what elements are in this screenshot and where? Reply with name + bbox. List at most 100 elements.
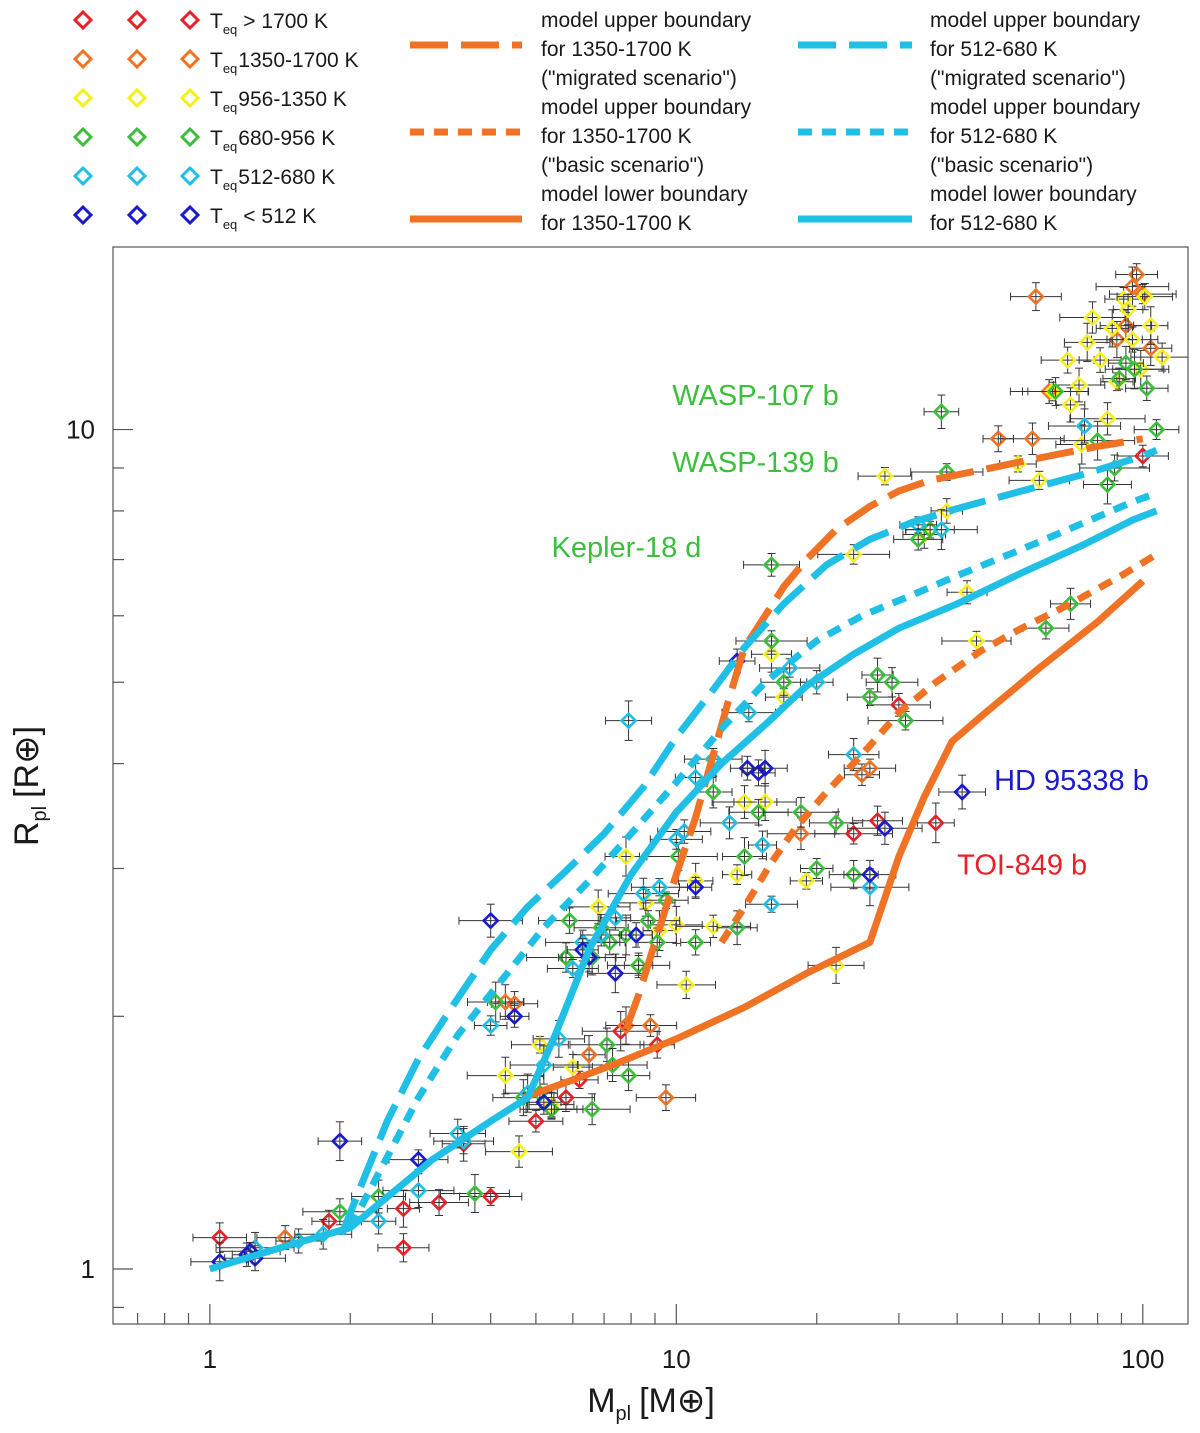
data-point-blue bbox=[619, 922, 653, 948]
marker-diamond bbox=[876, 819, 894, 838]
marker-diamond bbox=[728, 865, 746, 884]
data-point-red bbox=[1116, 444, 1169, 468]
legend-label: Teq512-680 K bbox=[210, 166, 335, 193]
marker-diamond bbox=[606, 964, 625, 983]
marker-diamond bbox=[749, 764, 768, 782]
marker-diamond bbox=[762, 632, 781, 650]
legend-entry-model: model upper boundary for 1350-1700 K ("mig… bbox=[410, 9, 752, 90]
series-line bbox=[208, 507, 1158, 1273]
marker-diamond bbox=[557, 948, 575, 967]
data-point-blue bbox=[843, 859, 897, 890]
x-tick-label: 100 bbox=[1121, 1344, 1164, 1374]
legend-temperature-classes: Teq > 1700 K Teq1350-1700 K Teq956-1350 K Te… bbox=[72, 9, 359, 232]
data-point-orange bbox=[982, 425, 1015, 453]
data-point-yellow bbox=[1055, 387, 1086, 423]
marker-diamond bbox=[409, 1181, 428, 1200]
marker-diamond bbox=[762, 895, 781, 914]
data-point-yellow bbox=[485, 1135, 553, 1168]
legend-entry-temperature: Teq512-680 K bbox=[72, 165, 335, 193]
marker-diamond bbox=[657, 1088, 675, 1107]
legend-model-lines: model upper boundary for 1350-1700 K ("mig… bbox=[410, 9, 1141, 235]
y-axis-label: Rpl[R⊕] bbox=[8, 726, 51, 846]
marker-diamond bbox=[629, 956, 648, 975]
marker-diamond bbox=[583, 1100, 601, 1119]
marker-diamond bbox=[797, 872, 816, 890]
legend-marker bbox=[179, 204, 201, 226]
y-tick-label: 1 bbox=[81, 1254, 95, 1284]
y-tick-label: 10 bbox=[66, 415, 95, 445]
data-point-green bbox=[1021, 377, 1090, 406]
marker-diamond bbox=[762, 645, 781, 664]
data-point-red bbox=[852, 805, 903, 836]
legend-entry-temperature: Teq > 1700 K bbox=[72, 9, 328, 37]
data-point-blue bbox=[499, 1004, 530, 1028]
data-point-blue bbox=[679, 876, 713, 898]
data-point-cyan bbox=[605, 700, 653, 741]
marker-diamond bbox=[1135, 287, 1154, 306]
marker-diamond bbox=[617, 847, 635, 866]
legend-marker bbox=[72, 87, 94, 109]
marker-diamond bbox=[563, 959, 582, 978]
data-point-red bbox=[459, 1187, 523, 1206]
marker-diamond bbox=[580, 1045, 598, 1064]
marker-diamond bbox=[827, 814, 845, 832]
marker-diamond bbox=[481, 1016, 500, 1035]
marker-diamond bbox=[430, 1193, 448, 1212]
data-point-cyan bbox=[546, 959, 599, 979]
marker-diamond bbox=[704, 783, 723, 801]
legend-entry-model: model lower boundary for 512-680 K bbox=[798, 183, 1137, 235]
marker-diamond bbox=[756, 759, 774, 778]
marker-diamond bbox=[1058, 351, 1077, 369]
marker-diamond bbox=[1091, 351, 1109, 369]
legend-label: ("migrated scenario") bbox=[930, 67, 1126, 90]
legend-label: Teq > 1700 K bbox=[210, 10, 328, 37]
marker-diamond bbox=[861, 878, 879, 897]
marker-diamond bbox=[535, 1093, 553, 1112]
legend-label: model upper boundary bbox=[541, 9, 752, 32]
legend-marker bbox=[126, 204, 148, 226]
marker-diamond bbox=[686, 768, 705, 787]
legend-marker bbox=[126, 165, 148, 187]
marker-diamond bbox=[598, 1035, 616, 1054]
marker-diamond bbox=[861, 865, 879, 884]
legend-marker bbox=[72, 165, 94, 187]
marker-diamond bbox=[560, 911, 579, 930]
marker-diamond bbox=[1083, 308, 1102, 327]
data-point-green bbox=[1104, 349, 1165, 390]
marker-diamond bbox=[589, 898, 608, 916]
legend-label: for 512-680 K bbox=[930, 125, 1057, 148]
marker-diamond bbox=[1030, 471, 1049, 490]
data-point-yellow bbox=[656, 970, 716, 1000]
marker-diamond bbox=[505, 1007, 524, 1026]
marker-diamond bbox=[686, 933, 705, 952]
data-point-yellow bbox=[857, 467, 913, 486]
model-lines bbox=[208, 435, 1159, 1273]
legend-label: Teq680-956 K bbox=[210, 127, 335, 154]
legend-entry-temperature: Teq < 512 K bbox=[72, 204, 316, 232]
marker-diamond bbox=[1046, 382, 1065, 401]
data-point-green bbox=[637, 927, 677, 958]
annotation-label: WASP-139 b bbox=[672, 447, 839, 479]
data-point-red bbox=[409, 1189, 469, 1216]
series-line bbox=[347, 489, 1158, 1230]
marker-diamond bbox=[1123, 277, 1142, 296]
marker-diamond bbox=[728, 918, 746, 937]
legend-label: Teq1350-1700 K bbox=[210, 49, 359, 76]
data-point-yellow bbox=[721, 864, 753, 885]
marker-diamond bbox=[1027, 287, 1045, 306]
marker-diamond bbox=[320, 1212, 338, 1231]
marker-diamond bbox=[686, 878, 705, 897]
marker-diamond bbox=[527, 1112, 545, 1131]
marker-diamond bbox=[1137, 379, 1156, 398]
data-point-green bbox=[867, 710, 944, 731]
marker-diamond bbox=[1037, 619, 1055, 637]
data-point-green bbox=[846, 688, 893, 706]
legend-entry-model: model upper boundary for 512-680 K ("basic… bbox=[798, 96, 1141, 177]
marker-diamond bbox=[648, 933, 667, 952]
annotation-label: Kepler-18 d bbox=[551, 532, 701, 564]
data-point-green bbox=[1083, 464, 1132, 505]
marker-diamond bbox=[932, 520, 951, 539]
marker-diamond bbox=[1078, 333, 1097, 352]
legend-label: model upper boundary bbox=[930, 96, 1141, 119]
marker-diamond bbox=[896, 711, 915, 730]
